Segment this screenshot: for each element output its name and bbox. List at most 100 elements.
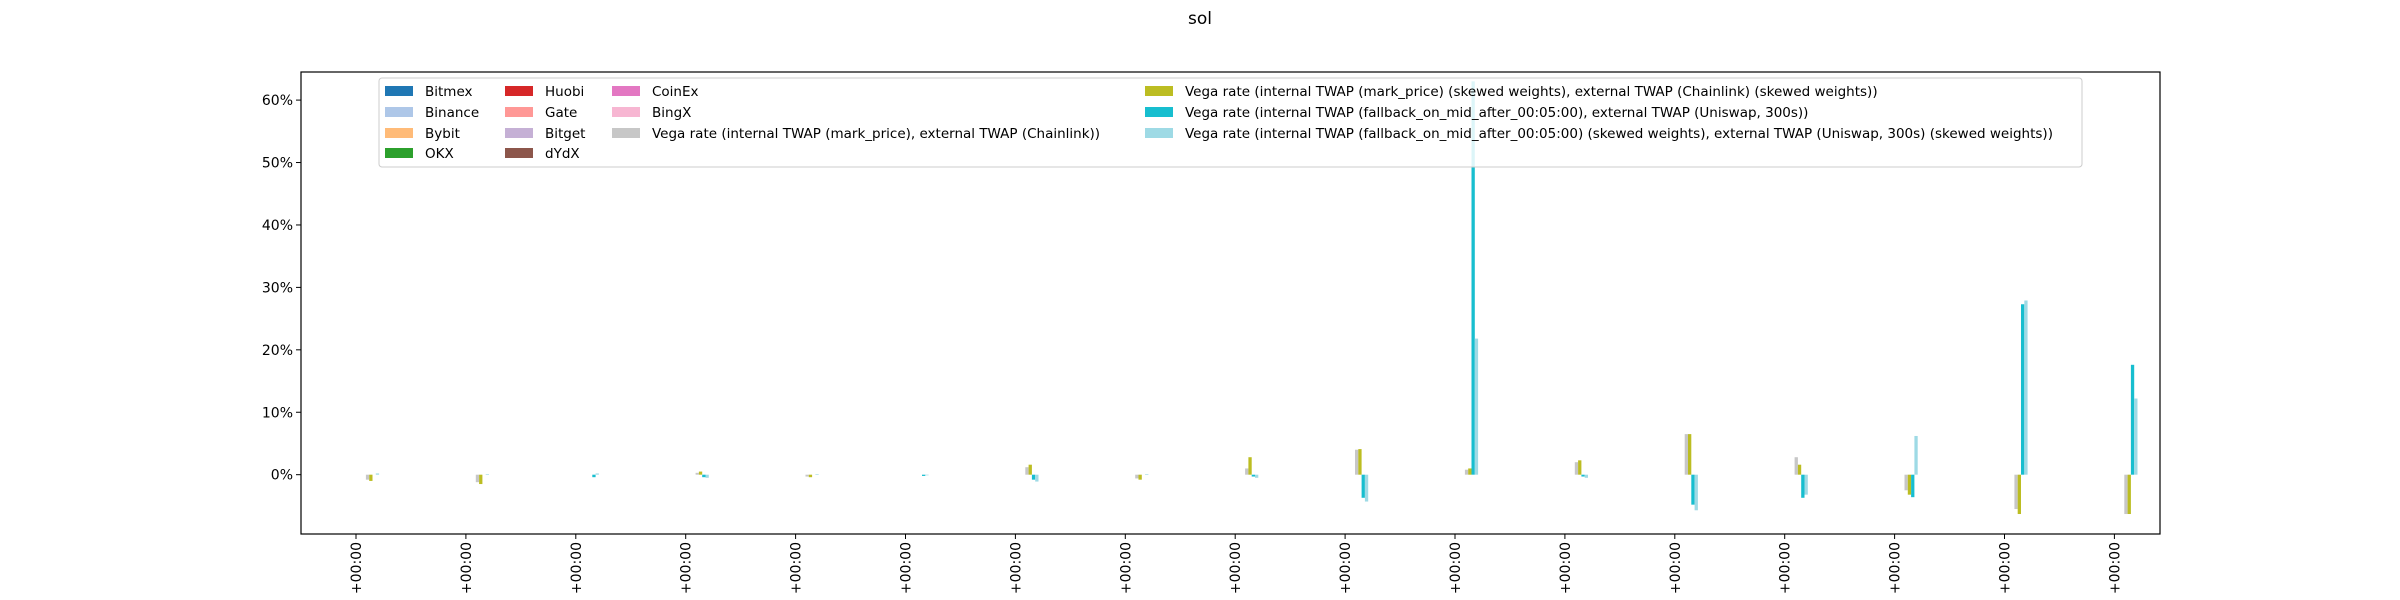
bar xyxy=(1031,474,1036,480)
x-tick-label: +00:00 xyxy=(1998,542,2014,594)
legend-label: Gate xyxy=(545,105,577,121)
bar xyxy=(475,474,480,483)
legend-swatch xyxy=(385,128,413,138)
legend-label: CoinEx xyxy=(652,84,699,100)
bar xyxy=(369,474,373,481)
legend-swatch xyxy=(385,107,413,117)
bar xyxy=(1355,449,1359,475)
bar xyxy=(1028,464,1032,475)
bar xyxy=(1584,474,1588,478)
bar xyxy=(1794,457,1798,475)
x-axis: +00:00 +00:00 +00:00 +00:00 +00:00 +00:00 +00:… xyxy=(349,534,2123,594)
legend-swatch xyxy=(612,128,640,138)
x-tick-label: +00:00 xyxy=(1668,542,1684,594)
x-tick-label: +00:00 xyxy=(2107,542,2123,594)
legend-label: Vega rate (internal TWAP (fallback_on_mi… xyxy=(1185,126,2053,142)
legend: Bitmex Binance Bybit OKX Huobi Gate Bitget dYdX… xyxy=(378,77,2083,168)
y-tick-label: 20% xyxy=(262,343,293,359)
y-tick-label: 10% xyxy=(262,405,293,421)
plot-frame xyxy=(300,71,2161,535)
legend-swatch xyxy=(505,86,533,96)
y-tick-label: 0% xyxy=(271,468,293,484)
x-tick-label: +00:00 xyxy=(1558,542,1574,594)
bar xyxy=(375,473,380,475)
legend-label: BingX xyxy=(652,105,691,121)
legend-label: Vega rate (internal TWAP (mark_price), e… xyxy=(652,126,1100,142)
y-tick-label: 30% xyxy=(262,280,293,296)
y-axis: 0% 10% 20% 30% 40% 50% 60% xyxy=(262,93,301,484)
bar xyxy=(1474,338,1479,475)
bar xyxy=(805,474,809,477)
legend-swatch xyxy=(1145,107,1173,117)
legend-swatch xyxy=(385,86,413,96)
bar xyxy=(2127,474,2131,515)
bar xyxy=(808,474,813,478)
x-tick-label: +00:00 xyxy=(1338,542,1354,594)
bar xyxy=(1358,449,1362,475)
bar xyxy=(1581,474,1585,477)
bar xyxy=(698,471,703,475)
bar xyxy=(2134,398,2138,475)
bar xyxy=(1468,468,1472,475)
bar xyxy=(1694,474,1698,511)
bar xyxy=(702,474,706,478)
bar xyxy=(1251,474,1255,477)
bar xyxy=(595,473,599,475)
legend-swatch xyxy=(1145,128,1173,138)
legend-label: dYdX xyxy=(545,146,580,162)
bar xyxy=(1464,469,1469,475)
bar xyxy=(705,474,709,478)
bar xyxy=(1245,468,1249,475)
bar xyxy=(1574,462,1579,475)
bar xyxy=(1691,474,1695,505)
bar xyxy=(1578,460,1582,475)
bar xyxy=(1025,467,1029,475)
legend-swatch xyxy=(505,128,533,138)
legend-swatch xyxy=(385,148,413,158)
legend-label: Bitmex xyxy=(425,84,473,100)
bar xyxy=(1138,474,1142,480)
x-tick-label: +00:00 xyxy=(1118,542,1134,594)
bar xyxy=(1471,81,1475,475)
y-tick-label: 60% xyxy=(262,93,293,109)
bar xyxy=(695,472,699,475)
bar xyxy=(1684,434,1688,475)
bar xyxy=(2021,304,2025,475)
bar xyxy=(1255,474,1259,478)
y-tick-label: 40% xyxy=(262,218,293,234)
x-tick-label: +00:00 xyxy=(1448,542,1464,594)
x-tick-label: +00:00 xyxy=(679,542,695,594)
bar xyxy=(365,474,370,480)
legend-swatch xyxy=(505,107,533,117)
legend-box xyxy=(378,77,2083,168)
x-tick-label: +00:00 xyxy=(349,542,365,594)
bar xyxy=(1804,474,1808,495)
bar xyxy=(1248,457,1252,475)
bar xyxy=(1135,474,1139,479)
bar xyxy=(2130,364,2135,475)
x-tick-label: +00:00 xyxy=(1008,542,1024,594)
x-tick-label: +00:00 xyxy=(569,542,585,594)
bar xyxy=(1907,474,1912,495)
legend-label: Bitget xyxy=(545,126,585,142)
x-tick-label: +00:00 xyxy=(1778,542,1794,594)
legend-label: Vega rate (internal TWAP (fallback_on_mi… xyxy=(1185,105,1808,121)
legend-label: Bybit xyxy=(425,126,460,142)
bar xyxy=(922,474,926,476)
bar xyxy=(815,474,819,475)
legend-swatch xyxy=(1145,86,1173,96)
legend-swatch xyxy=(505,148,533,158)
x-tick-label: +00:00 xyxy=(459,542,475,594)
legend-label: Binance xyxy=(425,105,479,121)
bar xyxy=(1688,434,1692,475)
legend-swatch xyxy=(612,86,640,96)
bar xyxy=(1364,474,1369,502)
bar xyxy=(485,474,489,475)
bar xyxy=(1914,435,1918,475)
x-tick-label: +00:00 xyxy=(789,542,805,594)
bar xyxy=(2024,300,2028,475)
bar xyxy=(1801,474,1805,498)
bars-layer xyxy=(365,81,2138,515)
bar xyxy=(2017,474,2021,515)
legend-label: Vega rate (internal TWAP (mark_price) (s… xyxy=(1185,84,1878,100)
